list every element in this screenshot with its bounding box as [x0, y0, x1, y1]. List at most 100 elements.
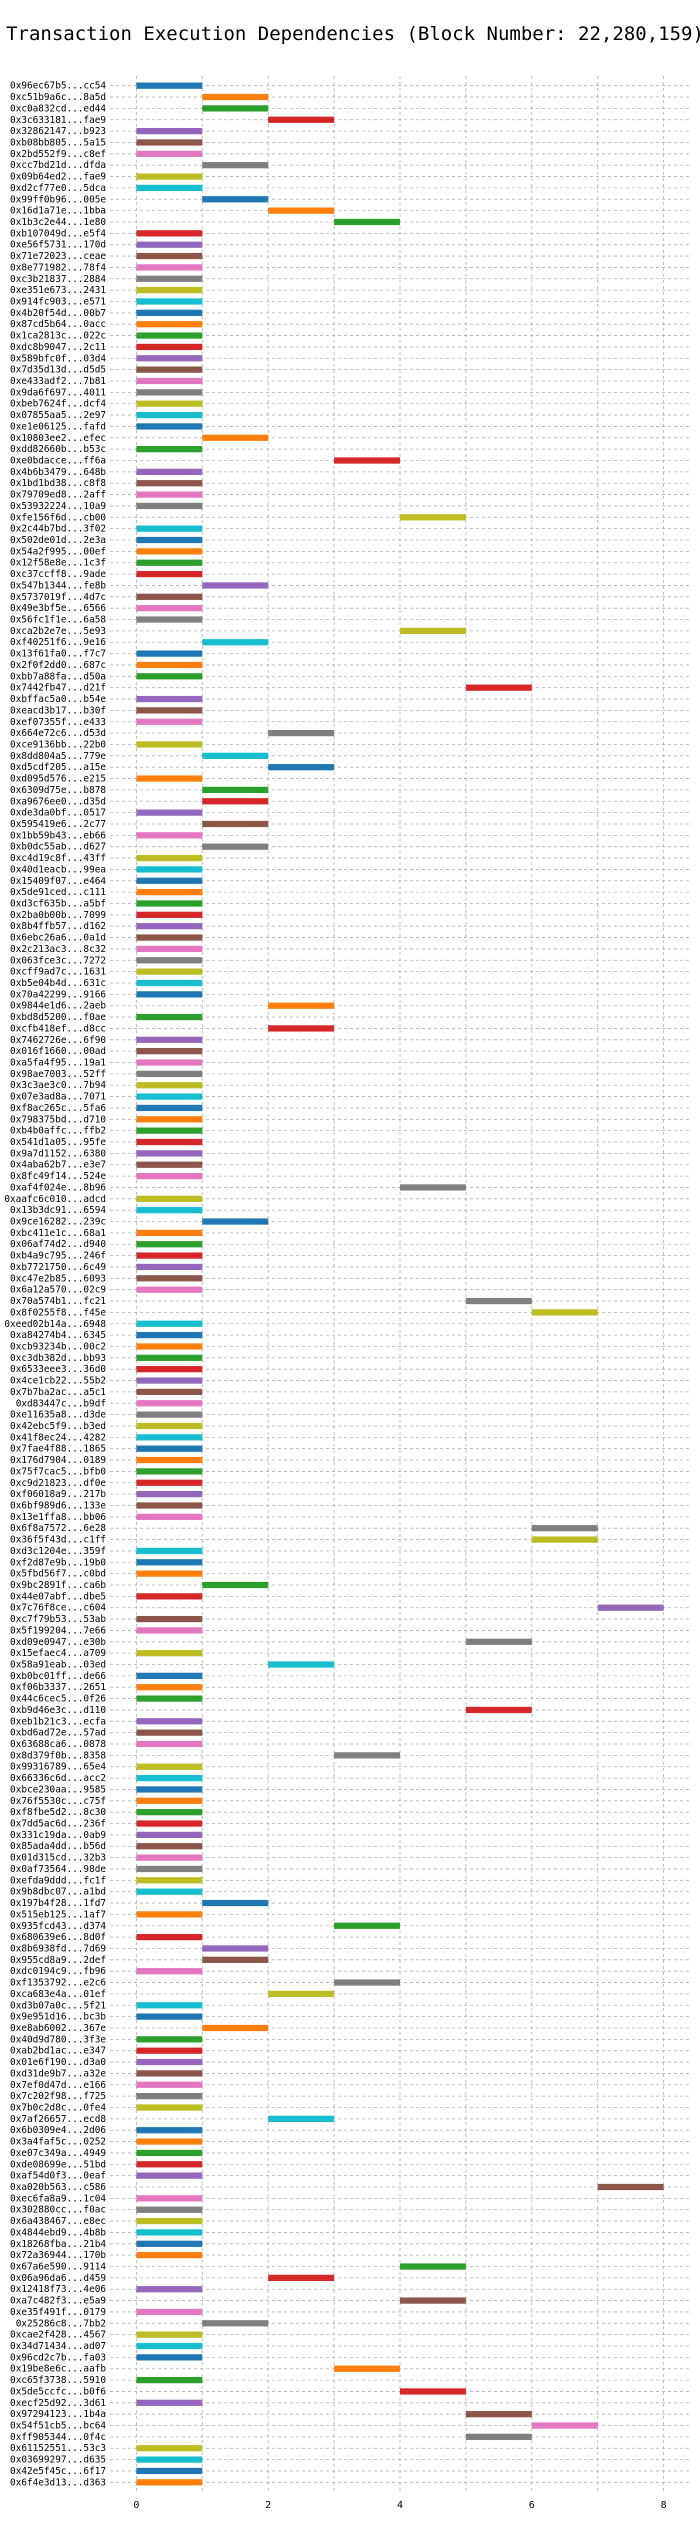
x-tick-label-6: 6: [529, 2500, 535, 2511]
y-tick-label: 0xe433adf2...7b81: [10, 376, 106, 387]
y-tick-label: 0x9bc2891f...ca6b: [10, 1580, 106, 1591]
bar-tx-94: [136, 1150, 203, 1157]
y-tick-label: 0xb08bb805...5a15: [10, 137, 106, 148]
y-tick-label: 0xeb1b21c3...ecfa: [10, 1716, 106, 1727]
y-tick-label: 0xd3cf635b...a5bf: [10, 898, 106, 909]
bar-tx-151: [136, 1797, 203, 1804]
bar-tx-27: [136, 389, 203, 396]
bar-tx-201: [334, 2365, 400, 2372]
y-tick-label: 0x98ae7003...52ff: [10, 1069, 106, 1080]
bar-tx-8: [136, 173, 203, 180]
bar-tx-31: [202, 434, 269, 441]
bar-tx-103: [136, 1252, 203, 1259]
y-tick-label: 0x16d1a71e...1bba: [10, 206, 106, 217]
bar-tx-16: [136, 264, 203, 271]
x-tick-label-2: 2: [265, 2500, 271, 2511]
y-tick-label: 0x2c44b7bd...3f02: [10, 524, 106, 535]
y-tick-label: 0x61152551...53c3: [10, 2443, 106, 2454]
bar-tx-205: [465, 2411, 532, 2418]
bar-tx-107: [465, 1297, 532, 1305]
bar-tx-188: [136, 2217, 203, 2225]
bar-tx-69: [136, 866, 203, 873]
y-tick-label: 0x1bd1bd38...c8f8: [10, 478, 106, 489]
y-tick-label: 0x935fcd43...d374: [10, 1921, 106, 1932]
y-tick-label: 0xb7721750...6c49: [10, 1262, 106, 1273]
bar-tx-102: [136, 1241, 203, 1248]
bar-tx-75: [136, 934, 203, 941]
y-tick-label: 0x6533eee3...36d0: [10, 1364, 106, 1375]
bar-tx-33: [334, 457, 400, 464]
y-tick-label: 0x176d7904...0189: [10, 1455, 106, 1466]
bar-tx-144: [136, 1718, 203, 1725]
bar-tx-88: [136, 1082, 203, 1089]
y-tick-label: 0xbce230aa...9585: [10, 1784, 106, 1795]
bar-tx-191: [136, 2252, 203, 2259]
bar-tx-13: [136, 230, 203, 237]
bar-tx-178: [136, 2104, 203, 2111]
bar-tx-108: [531, 1309, 598, 1316]
y-tick-label: 0x7fae4f88...1865: [10, 1444, 106, 1455]
bar-tx-51: [136, 661, 203, 669]
y-tick-label: 0x40d9d780...3f3e: [10, 2034, 106, 2045]
bar-tx-206: [531, 2422, 598, 2429]
y-tick-label: 0xc3b21837...2884: [10, 274, 106, 285]
bar-tx-115: [136, 1388, 203, 1396]
y-tick-label: 0x41f8ec24...4282: [10, 1432, 106, 1443]
bar-tx-198: [136, 2331, 203, 2338]
y-tick-label: 0xd5cdf205...a15e: [10, 762, 106, 773]
y-tick-label: 0x0af73564...98de: [10, 1864, 106, 1875]
y-tick-label: 0x97294123...1b4a: [10, 2409, 106, 2420]
y-tick-label: 0xbeb7624f...dcf4: [10, 399, 106, 410]
y-tick-label: 0x8e771982...78f4: [10, 262, 106, 273]
y-tick-label: 0xc0a832cd...ed44: [10, 103, 106, 114]
y-tick-label: 0x09b64ed2...fae9: [10, 172, 106, 183]
bar-tx-158: [136, 1877, 203, 1884]
bar-tx-3: [268, 116, 335, 123]
y-tick-label: 0x6a12a570...02c9: [10, 1285, 106, 1296]
bar-tx-91: [136, 1116, 203, 1123]
bar-tx-109: [136, 1320, 203, 1327]
bar-tx-38: [400, 514, 466, 521]
y-tick-label: 0x6a438467...e8ec: [10, 2216, 106, 2227]
y-tick-label: 0xf40251f6...9e16: [10, 637, 106, 648]
y-tick-label: 0x72a36944...170b: [10, 2250, 106, 2261]
y-tick-label: 0x36f5f43d...c1ff: [10, 1535, 106, 1546]
bar-tx-42: [136, 559, 203, 566]
y-tick-label: 0xbc411e1c...68a1: [10, 1228, 106, 1239]
bar-tx-114: [136, 1377, 203, 1384]
y-tick-label: 0xaafc6c010...adcd: [4, 1194, 106, 1205]
bar-tx-6: [136, 150, 203, 157]
y-tick-label: 0xec6fa8a9...1c04: [10, 2193, 106, 2204]
y-tick-label: 0xe351e673...2431: [10, 285, 106, 296]
y-tick-label: 0xe8ab6002...367e: [10, 2023, 106, 2034]
y-tick-label: 0x9ce16282...239c: [10, 1217, 106, 1228]
y-tick-label: 0xd09e0947...e30b: [10, 1637, 106, 1648]
bar-tx-36: [136, 491, 203, 498]
y-tick-label: 0x13e1ffa8...bb06: [10, 1512, 106, 1523]
bar-tx-78: [136, 968, 203, 975]
y-tick-label: 0xde3da0bf...0517: [10, 808, 106, 819]
y-tick-label: 0xfe156f6d...cb00: [10, 512, 106, 523]
y-tick-label: 0x67a6e590...9114: [10, 2262, 106, 2273]
y-tick-label: 0x87cd5b64...0acc: [10, 319, 106, 330]
y-tick-label: 0x2bd552f9...c8ef: [10, 149, 106, 160]
bar-tx-30: [136, 423, 203, 430]
bar-tx-58: [136, 741, 203, 748]
y-tick-label: 0x40d1eacb...99ea: [10, 864, 106, 875]
bar-tx-173: [136, 2047, 203, 2054]
bar-tx-172: [136, 2036, 203, 2043]
y-tick-label: 0xb9d46e3c...d110: [10, 1705, 106, 1716]
y-tick-label: 0x18268fba...21b4: [10, 2239, 106, 2250]
bar-tx-47: [136, 616, 203, 623]
y-tick-label: 0xcc7bd21d...dfda: [10, 160, 106, 171]
y-tick-label: 0xbd6ad72e...57ad: [10, 1728, 106, 1739]
y-tick-label: 0xf8fbe5d2...8c30: [10, 1807, 106, 1818]
bar-tx-1: [202, 93, 269, 101]
y-tick-label: 0xc65f3738...5910: [10, 2375, 106, 2386]
bar-tx-41: [136, 548, 203, 555]
y-tick-label: 0x07855aa5...2e97: [10, 410, 106, 421]
y-tick-label: 0xc7f79b53...53ab: [10, 1614, 106, 1625]
y-tick-label: 0xbd8d5200...f0ae: [10, 1012, 106, 1023]
bar-tx-24: [136, 355, 203, 362]
